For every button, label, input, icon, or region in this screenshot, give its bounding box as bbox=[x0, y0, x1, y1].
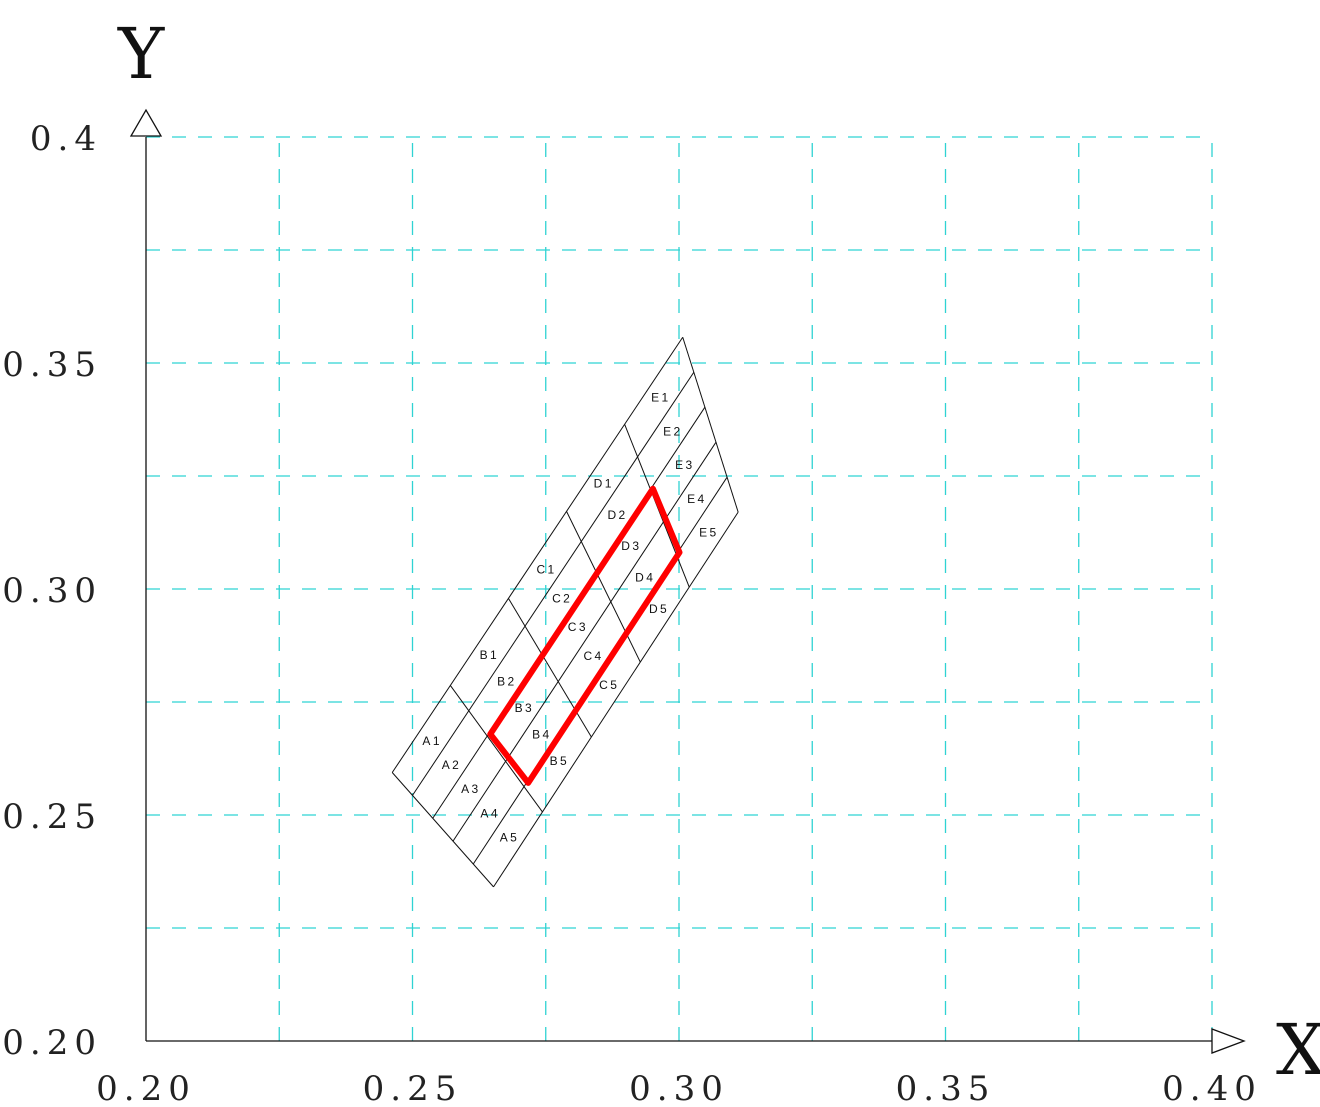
cell-label-e2: E 2 bbox=[663, 424, 680, 438]
cell-label-d4: D 4 bbox=[635, 571, 653, 585]
x-axis-arrow bbox=[1211, 1028, 1246, 1054]
highlight-region bbox=[487, 485, 683, 786]
cell-label-d1: D 1 bbox=[594, 476, 612, 490]
cell-label-c3: C 3 bbox=[568, 620, 586, 634]
mesh-line-col-boundary bbox=[412, 371, 695, 796]
mesh-line-col-boundary bbox=[493, 511, 739, 888]
y-axis-arrow bbox=[129, 108, 163, 137]
cell-label-d2: D 2 bbox=[607, 508, 625, 522]
cell-label-a4: A 4 bbox=[480, 806, 497, 820]
y-axis-title: Y bbox=[117, 13, 165, 95]
y-tick-label: 0.35 bbox=[2, 345, 102, 385]
mesh-line-row-boundary bbox=[682, 337, 739, 513]
mesh-line-row-boundary bbox=[391, 772, 494, 888]
x-tick-label: 0.40 bbox=[1162, 1069, 1262, 1107]
cell-label-c1: C 1 bbox=[536, 562, 554, 576]
y-tick-label: 0.20 bbox=[2, 1023, 102, 1063]
cell-label-d5: D 5 bbox=[649, 602, 667, 616]
mesh-line-row-boundary bbox=[508, 598, 592, 738]
x-tick-label: 0.25 bbox=[363, 1069, 463, 1107]
cell-label-a3: A 3 bbox=[461, 782, 478, 796]
cell-label-b3: B 3 bbox=[515, 701, 532, 715]
cell-label-e3: E 3 bbox=[675, 458, 692, 472]
cell-label-a2: A 2 bbox=[442, 758, 459, 772]
cell-label-c2: C 2 bbox=[552, 591, 570, 605]
cell-label-a1: A 1 bbox=[422, 734, 439, 748]
y-tick-label: 0.30 bbox=[2, 571, 102, 611]
cell-label-e5: E 5 bbox=[699, 526, 716, 540]
cell-label-e1: E 1 bbox=[651, 391, 668, 405]
mesh-line-col-boundary bbox=[452, 441, 717, 842]
y-tick-label: 0.25 bbox=[2, 797, 102, 837]
cell-label-b1: B 1 bbox=[480, 648, 497, 662]
x-axis-title: X bbox=[1276, 1009, 1320, 1091]
axes bbox=[129, 108, 1246, 1054]
highlight-polygon bbox=[487, 485, 683, 786]
cell-label-b5: B 5 bbox=[550, 754, 567, 768]
cell-label-d3: D 3 bbox=[621, 539, 639, 553]
y-tick-label: 0.4 bbox=[30, 119, 102, 159]
cell-labels: A 1A 2A 3A 4A 5 B 1B 2B 3B 4B 5 C 1 C 2 C 3 C… bbox=[422, 391, 716, 845]
cell-label-c4: C 4 bbox=[583, 649, 601, 663]
mesh-line-col-boundary bbox=[391, 336, 684, 773]
cell-label-b4: B 4 bbox=[532, 728, 549, 742]
cell-label-a5: A 5 bbox=[500, 830, 517, 844]
mesh bbox=[391, 336, 739, 888]
cell-label-e4: E 4 bbox=[687, 492, 704, 506]
x-tick-label: 0.30 bbox=[629, 1069, 729, 1107]
x-tick-label: 0.20 bbox=[96, 1069, 196, 1107]
tick-labels: 0.20 0.25 0.30 0.35 0.40 0.20 0.25 0.30 0.35 0.4 bbox=[2, 119, 1262, 1107]
grid-lines bbox=[146, 136, 1213, 1041]
cell-label-c5: C 5 bbox=[599, 678, 617, 692]
mesh-line-row-boundary bbox=[449, 685, 543, 813]
mesh-line-row-boundary bbox=[566, 511, 641, 663]
cell-label-b2: B 2 bbox=[497, 675, 514, 689]
x-tick-label: 0.35 bbox=[896, 1069, 996, 1107]
